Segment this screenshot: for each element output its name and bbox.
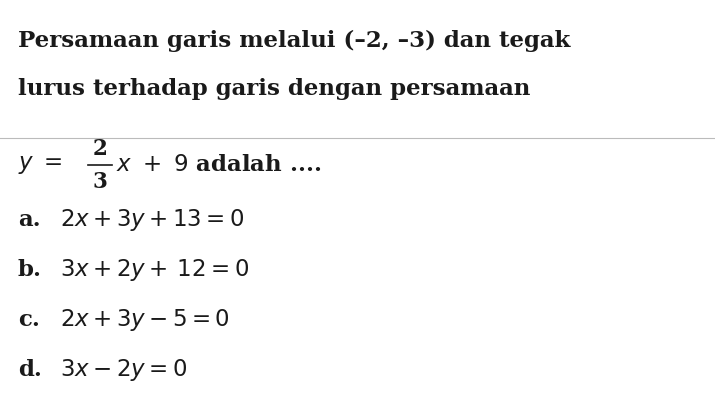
Text: 3: 3 <box>92 171 107 193</box>
Text: 2: 2 <box>92 138 107 160</box>
Text: d.: d. <box>18 359 42 381</box>
Text: $x\ +\ 9$ adalah ....: $x\ +\ 9$ adalah .... <box>116 154 321 176</box>
Text: $3x − 2y = 0$: $3x − 2y = 0$ <box>60 357 187 383</box>
Text: $3x + 2y +  12 = 0$: $3x + 2y + 12 = 0$ <box>60 257 249 283</box>
Text: $y\ =\ $: $y\ =\ $ <box>18 154 63 176</box>
Text: b.: b. <box>18 259 42 281</box>
Text: Persamaan garis melalui (–2, –3) dan tegak: Persamaan garis melalui (–2, –3) dan teg… <box>18 30 571 52</box>
Text: $2x + 3y − 5 = 0$: $2x + 3y − 5 = 0$ <box>60 307 230 333</box>
Text: c.: c. <box>18 309 40 331</box>
Text: lurus terhadap garis dengan persamaan: lurus terhadap garis dengan persamaan <box>18 78 531 100</box>
Text: $2x + 3y + 13 = 0$: $2x + 3y + 13 = 0$ <box>60 207 245 233</box>
Text: a.: a. <box>18 209 41 231</box>
